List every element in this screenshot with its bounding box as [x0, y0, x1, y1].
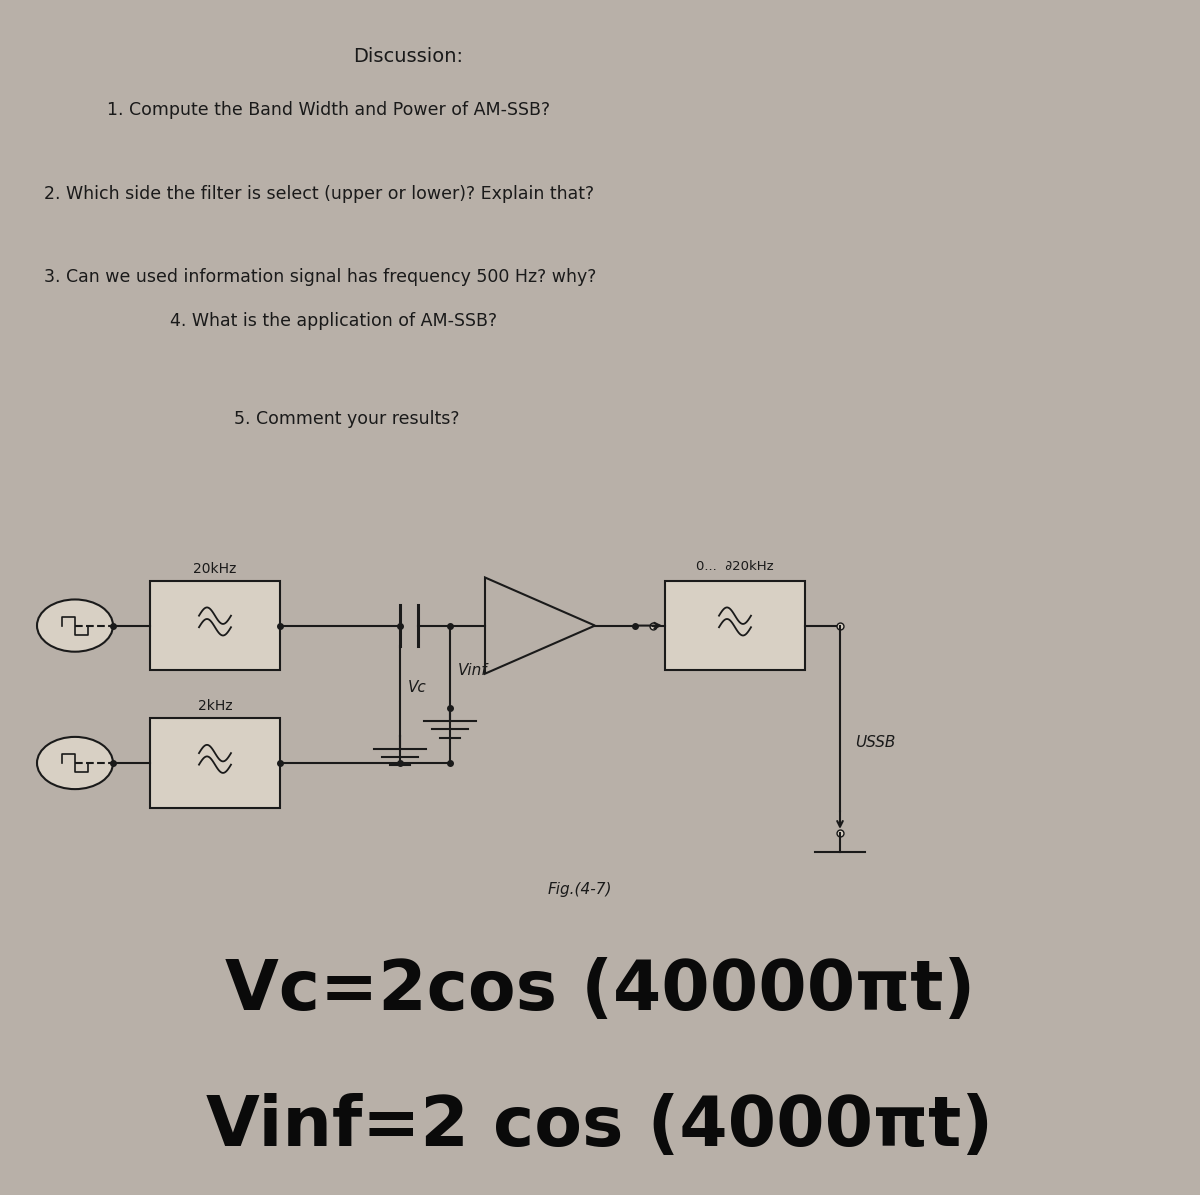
Text: Vc=2cos (40000πt): Vc=2cos (40000πt) [224, 957, 976, 1024]
Text: 1. Compute the Band Width and Power of AM-SSB?: 1. Compute the Band Width and Power of A… [107, 102, 550, 120]
Text: 0...  ∂20kHz: 0... ∂20kHz [696, 559, 774, 572]
Text: 2kHz: 2kHz [198, 699, 233, 713]
Text: Vc: Vc [408, 680, 427, 695]
Text: Vinf: Vinf [458, 663, 487, 678]
Text: 2. Which side the filter is select (upper or lower)? Explain that?: 2. Which side the filter is select (uppe… [43, 184, 594, 202]
Text: Fig.(4-7): Fig.(4-7) [547, 882, 612, 897]
Text: Discussion:: Discussion: [353, 48, 463, 66]
Bar [150, 581, 280, 670]
Bar [150, 718, 280, 808]
Bar [665, 581, 805, 670]
Text: 3. Can we used information signal has frequency 500 Hz? why?: 3. Can we used information signal has fr… [43, 268, 596, 286]
Text: Vinf=2 cos (4000πt): Vinf=2 cos (4000πt) [206, 1093, 994, 1160]
Circle shape [37, 737, 113, 789]
Text: 5. Comment your results?: 5. Comment your results? [234, 410, 460, 428]
Circle shape [37, 600, 113, 651]
Text: 20kHz: 20kHz [193, 562, 236, 576]
Text: 4. What is the application of AM-SSB?: 4. What is the application of AM-SSB? [170, 312, 498, 330]
Text: USSB: USSB [854, 735, 895, 750]
